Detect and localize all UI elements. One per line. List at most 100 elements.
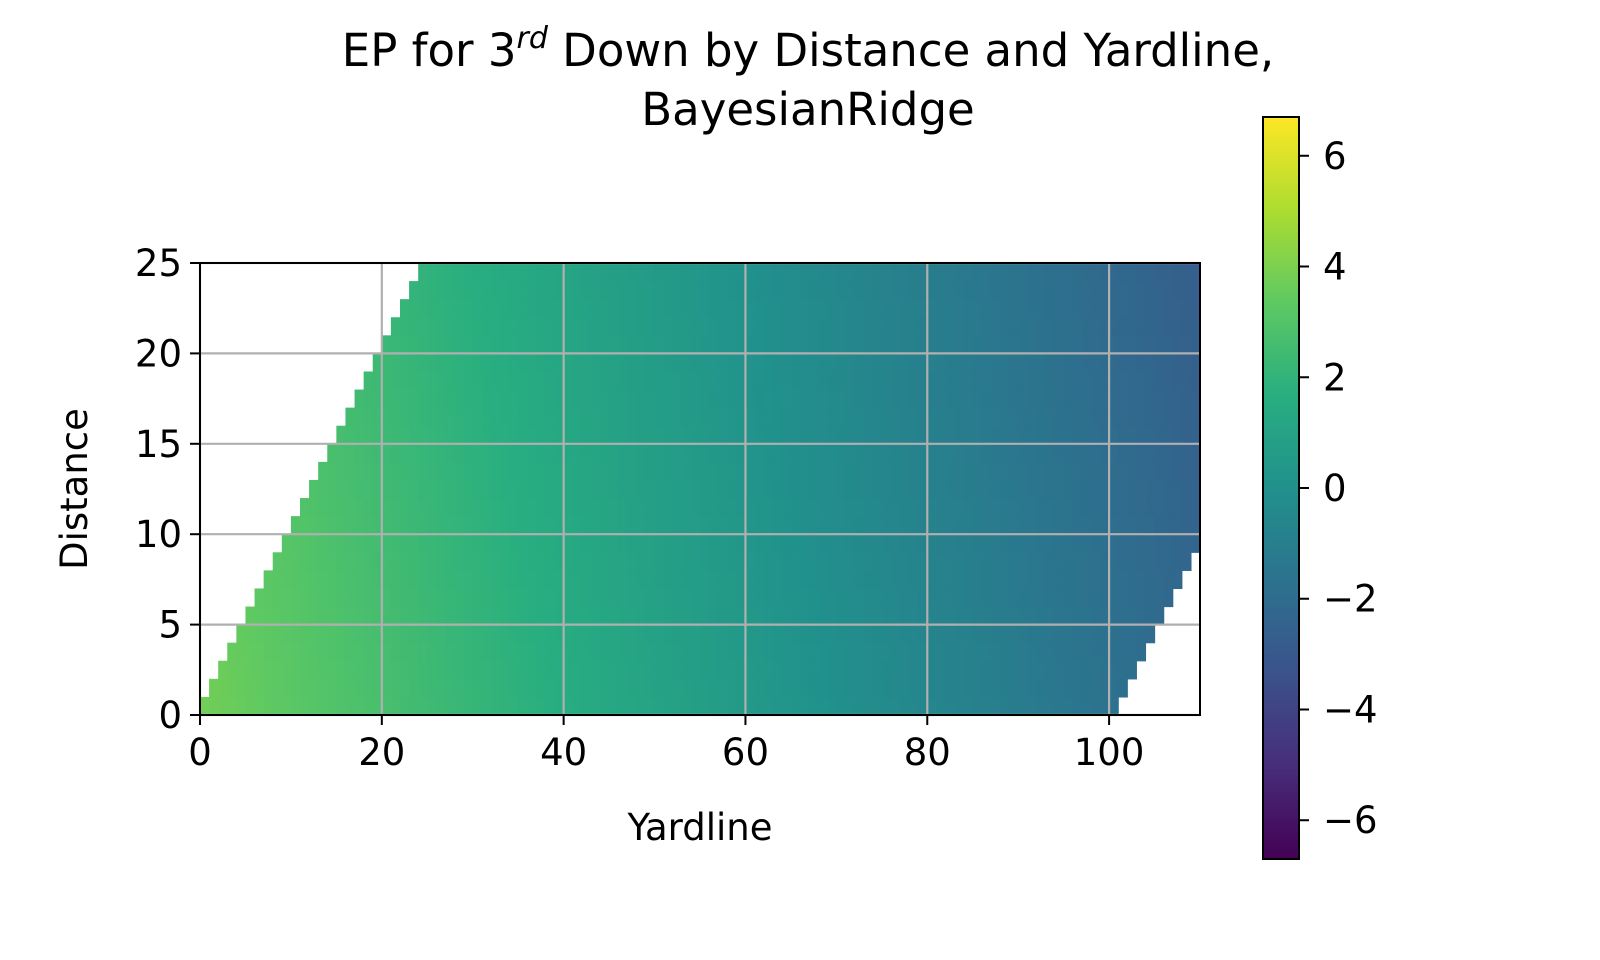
heatmap-cell	[936, 335, 947, 354]
heatmap-cell	[554, 678, 565, 698]
heatmap-cell	[354, 516, 365, 535]
heatmap-cell	[1181, 335, 1192, 354]
heatmap-cell	[963, 461, 974, 481]
heatmap-cell	[454, 516, 465, 535]
heatmap-cell	[400, 642, 410, 662]
heatmap-cell	[781, 299, 792, 318]
heatmap-cell	[1136, 498, 1147, 517]
heatmap-cell	[500, 606, 510, 626]
heatmap-cell	[300, 660, 310, 680]
heatmap-cell	[418, 624, 428, 644]
heatmap-cell	[872, 335, 883, 354]
heatmap-cell	[618, 335, 628, 354]
heatmap-cell	[600, 281, 610, 300]
heatmap-cell	[363, 588, 374, 608]
heatmap-cell	[818, 606, 828, 626]
heatmap-cell	[1000, 353, 1010, 373]
heatmap-cell	[600, 461, 610, 481]
heatmap-cell	[618, 606, 628, 626]
heatmap-cell	[472, 353, 483, 373]
heatmap-cell	[1027, 281, 1037, 300]
heatmap-cell	[909, 371, 919, 391]
heatmap-cell	[936, 588, 947, 608]
heatmap-cell	[472, 570, 483, 590]
heatmap-cell	[827, 588, 837, 608]
heatmap-cell	[554, 317, 565, 336]
heatmap-cell	[618, 461, 628, 481]
x-axis-label: Yardline	[626, 806, 772, 849]
heatmap-cell	[772, 624, 783, 644]
heatmap-cell	[272, 588, 283, 608]
heatmap-cell	[627, 624, 637, 644]
heatmap-cell	[618, 534, 628, 553]
heatmap-cell	[527, 570, 537, 590]
heatmap-cell	[527, 678, 537, 698]
heatmap-cell	[363, 443, 374, 463]
heatmap-cell	[718, 281, 728, 300]
heatmap-cell	[854, 299, 865, 318]
heatmap-cell	[945, 371, 956, 391]
heatmap-cell	[1063, 498, 1074, 517]
heatmap-cell	[618, 371, 628, 391]
heatmap-cell	[1100, 263, 1110, 282]
heatmap-cell	[327, 443, 337, 463]
heatmap-cell	[254, 696, 265, 716]
heatmap-cell	[427, 389, 437, 409]
heatmap-cell	[609, 317, 619, 336]
heatmap-cell	[990, 281, 1001, 300]
heatmap-cell	[345, 588, 356, 608]
heatmap-cell	[1127, 552, 1137, 571]
heatmap-cell	[554, 696, 565, 716]
heatmap-cell	[1018, 696, 1028, 716]
heatmap-cell	[1045, 534, 1056, 553]
heatmap-cell	[772, 389, 783, 409]
heatmap-cell	[945, 606, 956, 626]
heatmap-cell	[600, 479, 610, 499]
heatmap-cell	[527, 263, 537, 282]
heatmap-cell	[845, 570, 856, 590]
heatmap-cell	[1163, 425, 1174, 445]
heatmap-cell	[1145, 588, 1156, 608]
heatmap-cell	[827, 425, 837, 445]
heatmap-cell	[1072, 642, 1083, 662]
heatmap-cell	[1145, 425, 1156, 445]
heatmap-cell	[236, 624, 247, 644]
heatmap-cell	[872, 624, 883, 644]
heatmap-cell	[590, 516, 601, 535]
heatmap-cell	[1172, 516, 1183, 535]
heatmap-cell	[1063, 461, 1074, 481]
heatmap-cell	[1109, 371, 1119, 391]
heatmap-cell	[1045, 570, 1056, 590]
heatmap-cell	[690, 570, 701, 590]
heatmap-cell	[1081, 425, 1092, 445]
heatmap-cell	[618, 407, 628, 427]
heatmap-cell	[436, 588, 447, 608]
heatmap-cell	[372, 570, 383, 590]
heatmap-cell	[845, 443, 856, 463]
heatmap-cell	[872, 389, 883, 409]
heatmap-cell	[1027, 552, 1037, 571]
heatmap-cell	[1190, 389, 1201, 409]
heatmap-cell	[836, 552, 847, 571]
heatmap-cell	[654, 606, 665, 626]
heatmap-cell	[590, 570, 601, 590]
heatmap-cell	[427, 299, 437, 318]
heatmap-cell	[909, 642, 919, 662]
heatmap-cell	[754, 678, 765, 698]
heatmap-cell	[636, 353, 647, 373]
heatmap-cell	[1054, 588, 1065, 608]
heatmap-cell	[409, 696, 419, 716]
heatmap-cell	[890, 498, 901, 517]
heatmap-cell	[981, 588, 992, 608]
heatmap-cell	[990, 353, 1001, 373]
heatmap-cell	[945, 479, 956, 499]
heatmap-cell	[754, 498, 765, 517]
heatmap-cell	[645, 281, 656, 300]
heatmap-cell	[890, 425, 901, 445]
heatmap-cell	[745, 552, 756, 571]
heatmap-cell	[945, 425, 956, 445]
heatmap-cell	[1063, 389, 1074, 409]
heatmap-cell	[563, 389, 574, 409]
heatmap-cell	[1190, 317, 1201, 336]
heatmap-cell	[663, 534, 674, 553]
